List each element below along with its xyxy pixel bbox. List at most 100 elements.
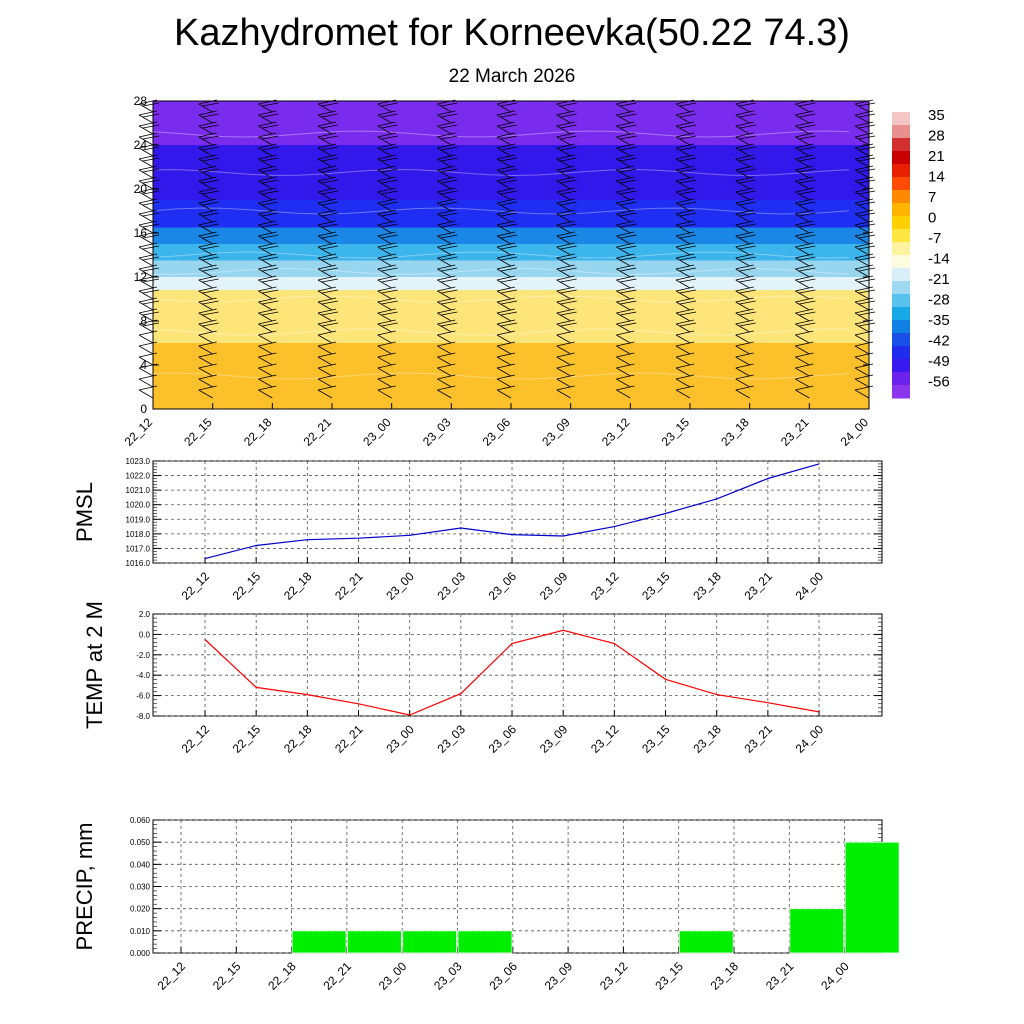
- colorbar-swatch: [892, 385, 910, 399]
- wind-barb: [556, 385, 575, 399]
- wind-barb: [198, 385, 217, 399]
- x-tick-label: 23_15: [659, 415, 693, 449]
- wind-barb: [556, 209, 577, 223]
- wind-barb: [616, 209, 637, 223]
- wind-barb: [198, 319, 219, 333]
- wind-barb: [735, 220, 756, 234]
- x-tick-label: 23_06: [486, 569, 520, 603]
- wind-barb: [556, 121, 577, 135]
- wind-barb: [437, 264, 458, 278]
- x-tick-label: 22_12: [179, 569, 213, 603]
- x-tick-label: 23_21: [778, 415, 812, 449]
- wind-barb: [616, 330, 635, 344]
- wind-barb: [616, 165, 637, 179]
- wind-barb: [377, 275, 398, 289]
- wind-barb: [258, 275, 279, 289]
- wind-barb: [675, 209, 697, 223]
- wind-barb: [496, 121, 518, 135]
- wind-barb: [795, 341, 814, 355]
- wind-barb: [138, 253, 160, 267]
- x-tick-label: 23_06: [486, 959, 520, 993]
- wind-barb: [377, 165, 398, 179]
- wind-barb: [138, 121, 160, 135]
- x-tick-label: 23_21: [741, 722, 775, 756]
- wind-barb: [377, 132, 398, 146]
- y-tick-label: 0.030: [130, 883, 151, 892]
- wind-barb: [377, 385, 396, 399]
- wind-barb: [616, 253, 637, 267]
- wind-barb: [854, 231, 876, 245]
- y-tick-label: 1022.0: [126, 472, 151, 481]
- wind-barb: [437, 165, 458, 179]
- wind-barb: [317, 264, 339, 278]
- wind-barb: [675, 264, 697, 278]
- wind-barb: [795, 352, 814, 366]
- wind-barb: [795, 385, 814, 399]
- wind-barb: [437, 231, 458, 245]
- wind-barb: [138, 341, 158, 355]
- wind-barb: [675, 110, 697, 124]
- colorbar-label: 35: [928, 107, 945, 124]
- wind-barb: [317, 286, 339, 300]
- wind-barb: [735, 154, 756, 168]
- wind-barb: [317, 209, 339, 223]
- wind-barb: [258, 154, 279, 168]
- wind-barb: [496, 330, 516, 344]
- y-tick-label: 1017.0: [126, 544, 151, 553]
- wind-barb: [675, 253, 697, 267]
- wind-barb: [377, 363, 396, 377]
- plot-frame: [152, 613, 883, 717]
- wind-barb: [854, 385, 874, 399]
- wind-barb: [735, 341, 754, 355]
- wind-barb: [795, 275, 816, 289]
- wind-barb: [795, 242, 816, 256]
- wind-barb: [258, 352, 277, 366]
- wind-barb: [138, 110, 160, 124]
- wind-barb: [198, 374, 217, 388]
- wind-barb: [735, 286, 756, 300]
- wind-barb: [198, 220, 219, 234]
- wind-barb: [437, 121, 458, 135]
- wind-barb: [795, 165, 816, 179]
- wind-barb: [496, 264, 518, 278]
- wind-barb: [735, 176, 756, 190]
- wind-barb: [198, 198, 219, 212]
- wind-barb: [496, 143, 518, 157]
- wind-barb: [735, 264, 756, 278]
- y-axis-title: PMSL: [72, 482, 97, 542]
- wind-barb: [675, 308, 697, 322]
- contour-line: [152, 168, 850, 177]
- pmsl-series-line: [204, 463, 820, 560]
- colorbar-swatch: [892, 112, 910, 126]
- wind-barb: [854, 220, 876, 234]
- wind-barb: [854, 341, 874, 355]
- wind-barb: [377, 154, 398, 168]
- wind-barb: [616, 242, 637, 256]
- wind-barb: [317, 143, 339, 157]
- wind-barb: [616, 275, 637, 289]
- y-tick-label: 1019.0: [126, 515, 151, 524]
- wind-barb: [377, 121, 398, 135]
- x-tick-label: 23_09: [542, 959, 576, 993]
- wind-barb: [854, 132, 876, 146]
- wind-barb: [496, 242, 518, 256]
- wind-barb: [437, 297, 458, 311]
- contour-line: [152, 267, 850, 276]
- wind-barb: [854, 121, 876, 135]
- wind-barb: [616, 352, 635, 366]
- wind-barb: [556, 297, 577, 311]
- y-tick-label: 20: [134, 182, 148, 196]
- colorbar-swatch: [892, 320, 910, 334]
- wind-barb: [556, 253, 577, 267]
- wind-barb: [377, 264, 398, 278]
- wind-barb: [556, 154, 577, 168]
- wind-barb: [317, 253, 339, 267]
- colorbar-swatch: [892, 203, 910, 217]
- y-tick-label: 0.020: [130, 905, 151, 914]
- wind-barb: [675, 165, 697, 179]
- x-tick-label: 23_03: [434, 722, 468, 756]
- precip-bar: [402, 930, 458, 954]
- wind-barb: [795, 187, 816, 201]
- wind-barb: [258, 110, 279, 124]
- wind-barb: [854, 264, 876, 278]
